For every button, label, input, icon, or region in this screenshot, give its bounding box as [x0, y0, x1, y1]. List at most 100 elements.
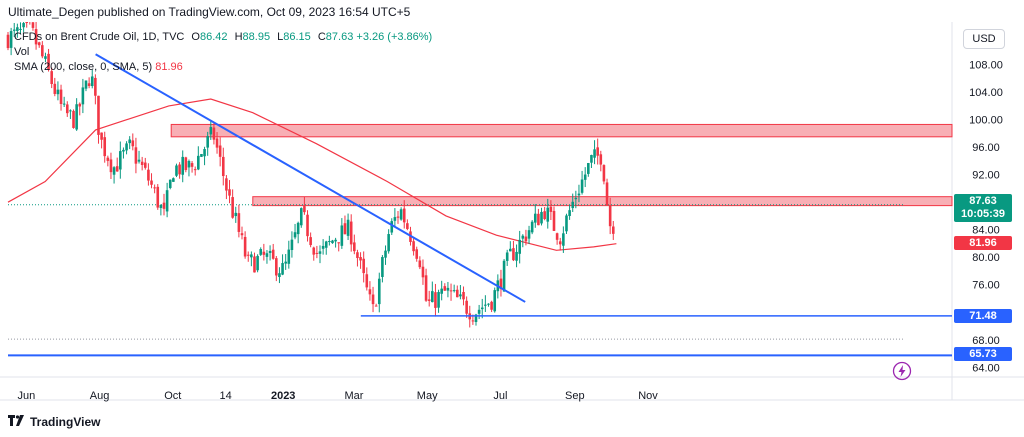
sma-200-line: [7, 98, 617, 251]
candle-body: [140, 161, 144, 166]
candle-body: [543, 211, 546, 220]
high-value: 88.95: [242, 31, 271, 43]
candle-body: [306, 214, 309, 237]
candle-body: [137, 159, 141, 162]
candle-body: [384, 250, 387, 258]
candle-body: [502, 260, 506, 292]
candle-body: [187, 161, 191, 168]
candle-body: [175, 165, 178, 176]
candle-body: [340, 225, 344, 246]
price-chart[interactable]: 108.00104.00100.0096.0092.0088.0084.0080…: [0, 22, 1024, 414]
candle-body: [312, 247, 316, 255]
candle-body: [315, 252, 319, 254]
candle-body: [153, 187, 156, 189]
candle-body: [37, 42, 41, 46]
x-tick-label: Oct: [164, 390, 181, 402]
candle-body: [115, 166, 119, 172]
y-tick-label: 96.00: [972, 142, 1000, 154]
candle-body: [393, 217, 397, 221]
candle-body: [465, 300, 468, 314]
x-tick-label: Nov: [638, 390, 658, 402]
candle-body: [484, 304, 487, 306]
candle-body: [209, 127, 213, 135]
last-price-tag: 87.63 10:05:39: [954, 194, 1012, 222]
candle-body: [250, 254, 253, 258]
candle-body: [377, 278, 381, 305]
y-tick-label: 92.00: [972, 170, 1000, 182]
candle-body: [418, 260, 422, 268]
candle-body: [328, 241, 331, 243]
candle-body: [22, 23, 25, 28]
candle-body: [299, 208, 303, 226]
candle-body: [602, 165, 606, 182]
chart-legend: CFDs on Brent Crude Oil, 1D, TVC O86.42 …: [14, 30, 432, 75]
candle-body: [143, 162, 147, 168]
candle-body: [390, 221, 394, 233]
candle-body: [555, 233, 559, 240]
candle-body: [399, 209, 403, 220]
candle-body: [431, 291, 434, 303]
candle-body: [424, 275, 428, 301]
candle-body: [509, 248, 512, 252]
candle-body: [549, 206, 553, 212]
candle-body: [181, 156, 185, 175]
legend-sma-row: SMA (200, close, 0, SMA, 5) 81.96: [14, 60, 432, 75]
candle-body: [437, 292, 440, 308]
candle-body: [521, 235, 525, 239]
drawn-lines[interactable]: [8, 53, 952, 357]
candle-body: [480, 307, 484, 310]
candle-body: [449, 290, 453, 292]
lightning-icon[interactable]: [892, 361, 912, 381]
candle-body: [546, 207, 550, 222]
candle-body: [56, 89, 60, 95]
candle-body: [365, 274, 369, 288]
candle-body: [562, 233, 565, 246]
candle-body: [487, 303, 490, 305]
low-label: L: [277, 31, 284, 43]
candle-body: [262, 251, 266, 255]
candle-body: [281, 263, 284, 275]
candle-body: [353, 242, 356, 252]
candle-body: [172, 178, 175, 182]
candle-body: [356, 252, 359, 259]
candle-body: [349, 221, 353, 245]
candle-body: [271, 249, 275, 259]
candle-body: [100, 132, 103, 140]
sma-value: 81.96: [155, 61, 183, 73]
candle-body: [318, 251, 322, 254]
candle-body: [259, 249, 263, 255]
x-tick-label: May: [417, 390, 438, 402]
symbol-title[interactable]: CFDs on Brent Crude Oil, 1D, TVC: [14, 31, 185, 43]
candle-body: [524, 236, 528, 242]
candle-body: [296, 222, 300, 235]
candle-body: [243, 236, 247, 257]
candle-body: [90, 76, 94, 87]
candle-body: [165, 190, 169, 212]
candle-body: [293, 232, 297, 238]
candle-body: [231, 197, 234, 218]
candle-body: [278, 273, 281, 278]
candle-body: [50, 71, 53, 84]
candle-body: [605, 182, 609, 206]
candle-body: [9, 31, 13, 48]
tradingview-logo-icon: [8, 415, 24, 426]
candle-body: [215, 138, 219, 148]
candle-body: [434, 292, 437, 308]
candle-body: [512, 248, 515, 261]
candle-body: [69, 110, 72, 112]
candle-body: [134, 147, 138, 164]
candle-body: [558, 241, 562, 245]
candle-body: [190, 163, 194, 167]
candle-body: [474, 314, 478, 323]
candle-body: [477, 309, 481, 314]
y-tick-label: 104.00: [969, 87, 1003, 99]
currency-button[interactable]: USD: [963, 29, 1005, 49]
close-value: 87.63: [325, 31, 354, 43]
candle-body: [362, 258, 365, 274]
y-tick-label: 108.00: [969, 60, 1003, 72]
support-level-tag: 71.48: [954, 309, 1012, 323]
x-tick-label: Aug: [90, 390, 110, 402]
sma-label[interactable]: SMA (200, close, 0, SMA, 5): [14, 61, 153, 73]
candle-body: [221, 156, 225, 177]
volume-label[interactable]: Vol: [14, 46, 30, 58]
